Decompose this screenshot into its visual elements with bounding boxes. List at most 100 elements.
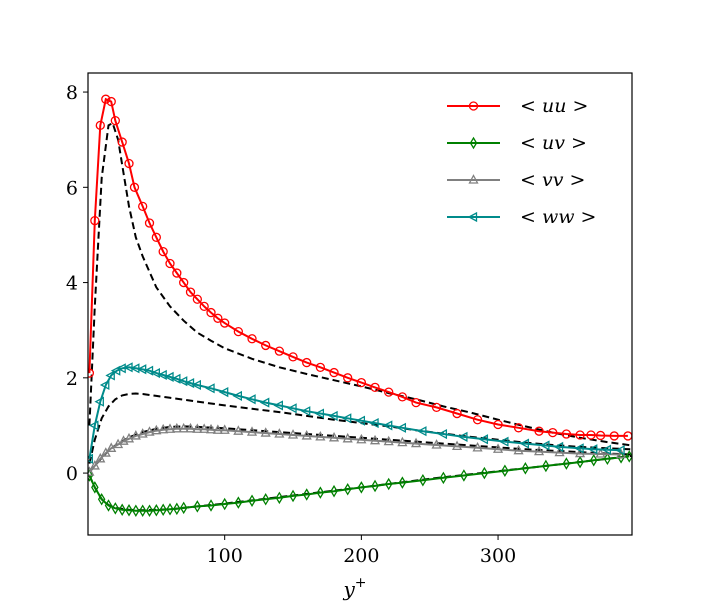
data-point-uu (220, 318, 230, 328)
data-point-uv (589, 453, 598, 467)
data-point-vv (356, 433, 367, 444)
data-point-ww (205, 383, 215, 394)
data-point-vv (431, 439, 442, 449)
data-point-uv (261, 493, 270, 506)
data-point-uu (192, 294, 202, 304)
data-point-ww (164, 371, 174, 382)
data-point-vv (369, 434, 381, 445)
data-point-uu (384, 387, 394, 397)
data-point-uu (472, 415, 483, 425)
data-point-vv (192, 423, 203, 433)
data-point-vv (219, 424, 230, 434)
legend-label: < uv > (520, 132, 587, 154)
data-point-uv (118, 503, 126, 517)
x-axis-label-sup: + (355, 575, 367, 591)
data-point-uu (144, 218, 155, 228)
data-point-uu (431, 402, 442, 413)
data-point-ww (259, 397, 270, 408)
data-point-uu (213, 313, 223, 323)
data-point-vv (164, 423, 176, 433)
legend-item-uu: < uu > (447, 95, 588, 117)
x-tick-label: 300 (480, 545, 516, 567)
data-point-uu (88, 368, 95, 378)
data-point-vv (246, 426, 258, 436)
data-point-uu (274, 346, 285, 356)
data-point-ww (94, 396, 104, 407)
data-point-uv (384, 477, 393, 491)
data-point-vv (137, 428, 148, 438)
data-point-vv (130, 430, 141, 440)
data-point-vv (301, 430, 312, 440)
plot-frame (87, 72, 633, 536)
data-point-uv (501, 464, 509, 477)
data-point-ww (416, 426, 427, 437)
y-tick-label: 6 (66, 177, 78, 199)
legend-label: < vv > (520, 169, 585, 191)
dashed-reference-line (88, 121, 632, 447)
data-point-ww (88, 420, 99, 431)
data-point-ww (457, 431, 468, 442)
data-point-ww (191, 379, 201, 391)
data-point-vv (95, 452, 106, 463)
data-point-uu (452, 408, 462, 419)
data-point-uu (411, 397, 421, 408)
data-point-ww (382, 420, 393, 431)
data-point-ww (540, 440, 550, 451)
series-uu (88, 94, 632, 441)
data-point-uu (356, 377, 367, 388)
series-ww (88, 362, 625, 464)
data-point-uv (152, 503, 161, 517)
data-point-ww (218, 387, 229, 398)
data-point-uu (95, 120, 105, 131)
data-point-vv (287, 429, 299, 439)
data-point-uv (179, 501, 188, 515)
data-point-uu (179, 277, 189, 288)
data-point-uv (625, 450, 632, 463)
data-point-vv (144, 426, 155, 436)
data-point-uu (110, 115, 120, 126)
data-point-vv (89, 460, 100, 470)
data-point-uu (124, 158, 134, 169)
data-point-uv (419, 473, 427, 487)
data-point-uu (302, 357, 312, 368)
data-point-uv (460, 469, 468, 482)
data-point-vv (274, 428, 285, 438)
y-tick-label: 8 (66, 82, 78, 104)
data-point-uv (97, 493, 106, 506)
x-tick-label: 100 (207, 545, 243, 567)
data-point-uu (586, 430, 596, 440)
data-point-vv (185, 422, 196, 433)
data-point-uu (493, 419, 503, 430)
data-point-vv (158, 423, 169, 434)
data-point-uv (371, 479, 379, 493)
data-point-uv (145, 504, 154, 517)
data-point-vv (397, 436, 408, 447)
data-point-uv (289, 489, 297, 503)
data-point-uu (561, 429, 572, 439)
data-point-uv (132, 504, 140, 517)
data-point-uv (617, 451, 625, 464)
data-point-ww (232, 390, 243, 402)
data-point-ww (574, 443, 584, 454)
legend-marker (468, 101, 479, 111)
data-point-uu (288, 352, 298, 362)
data-point-vv (342, 432, 353, 443)
data-point-uu (90, 215, 100, 226)
data-point-uu (548, 427, 558, 438)
series-uv (88, 450, 632, 517)
x-axis-label: y+ (342, 575, 366, 601)
data-point-vv (212, 424, 223, 434)
data-point-uv (220, 497, 229, 511)
data-point-vv (554, 446, 565, 457)
y-tick-label: 4 (66, 273, 78, 295)
data-point-ww (99, 379, 110, 391)
data-point-ww (287, 403, 297, 414)
series-layer (88, 94, 632, 517)
y-tick-label: 2 (66, 368, 78, 390)
legend-label: < ww > (520, 206, 596, 228)
data-point-vv (533, 445, 545, 456)
series-vv (88, 422, 627, 476)
data-point-ww (143, 365, 154, 376)
x-tick-label: 200 (343, 545, 379, 567)
data-point-ww (314, 408, 325, 419)
